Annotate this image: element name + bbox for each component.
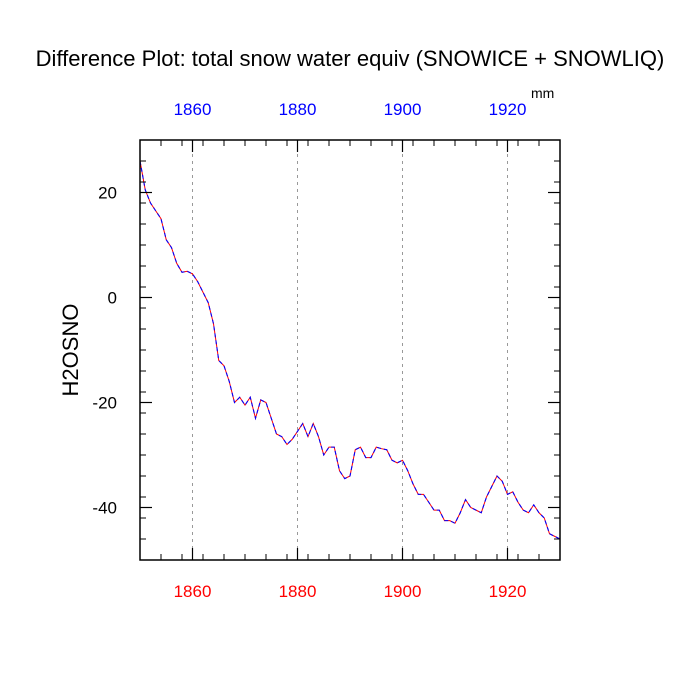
x-tick-label-bottom: 1920 xyxy=(489,582,527,601)
grid-lines xyxy=(192,140,508,560)
x-tick-label-top: 1900 xyxy=(384,100,422,119)
series-line xyxy=(139,160,561,540)
y-tick-label: -20 xyxy=(92,394,117,413)
y-tick-label: -40 xyxy=(92,499,117,518)
series-group xyxy=(139,160,561,540)
x-tick-label-bottom: 1860 xyxy=(174,582,212,601)
x-tick-label-bottom: 1900 xyxy=(384,582,422,601)
y-tick-label: 0 xyxy=(108,289,117,308)
y-tick-label: 20 xyxy=(98,184,117,203)
x-tick-label-top: 1920 xyxy=(489,100,527,119)
y-axis-label: H2OSNO xyxy=(58,304,83,397)
plot-frame xyxy=(139,139,561,561)
x-tick-label-bottom: 1880 xyxy=(279,582,317,601)
x-tick-label-top: 1880 xyxy=(279,100,317,119)
x-tick-label-top: 1860 xyxy=(174,100,212,119)
series-line-underlay xyxy=(139,160,561,540)
axis-ticks: 1860 1860 1880 1880 1900 1900 1920 1920 20 0 -20 -4… xyxy=(92,100,561,601)
units-label: mm xyxy=(531,85,555,101)
chart-title: Difference Plot: total snow water equiv … xyxy=(35,46,665,71)
